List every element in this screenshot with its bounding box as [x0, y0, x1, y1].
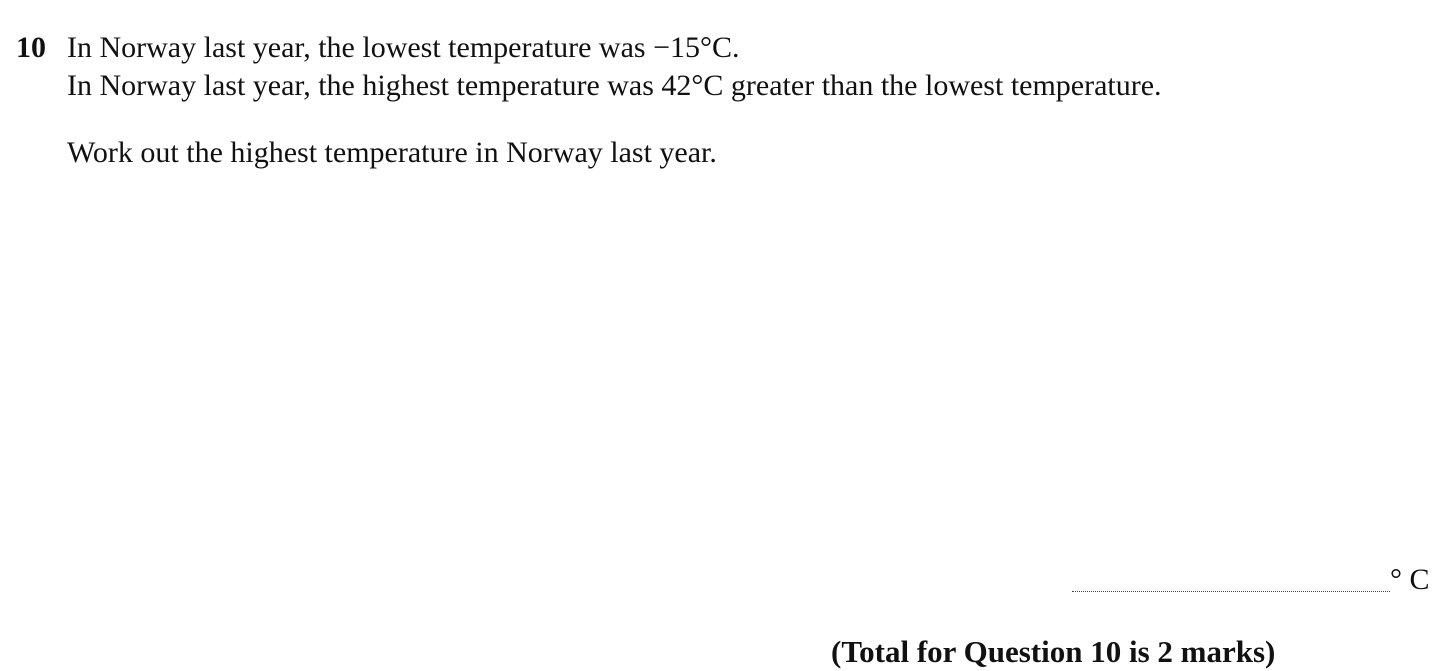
question-instruction: Work out the highest temperature in Norw… — [67, 136, 717, 169]
answer-unit: ° C — [1390, 563, 1430, 596]
question-number: 10 — [16, 31, 46, 64]
question-text-line: In Norway last year, the lowest temperat… — [67, 31, 740, 64]
answer-area: ° C — [1072, 562, 1437, 598]
total-marks: (Total for Question 10 is 2 marks) — [831, 634, 1276, 669]
question-text-line: In Norway last year, the highest tempera… — [67, 69, 1162, 102]
answer-line[interactable] — [1072, 591, 1390, 592]
